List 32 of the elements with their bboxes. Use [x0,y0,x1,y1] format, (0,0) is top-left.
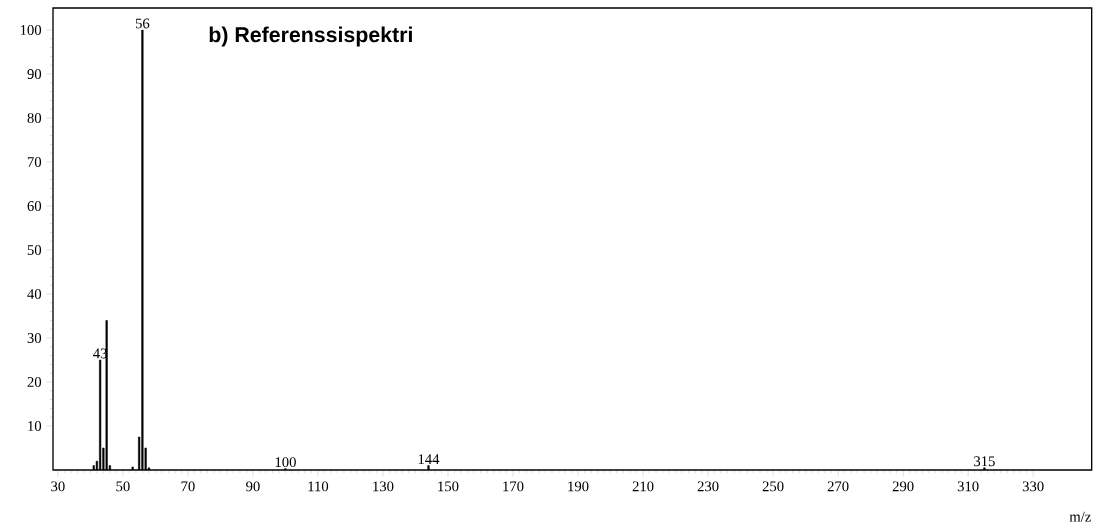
y-tick-label: 80 [27,113,42,123]
y-tick-label: 100 [20,25,42,35]
y-tick-label: 30 [27,333,42,343]
x-tick-label: 110 [308,481,329,492]
x-tick-label: 270 [827,481,849,492]
x-tick-label: 250 [762,481,784,492]
annotation: 100 [275,457,296,468]
y-tick-label: 50 [27,245,42,255]
y-tick-label: 10 [28,421,42,431]
y-tick-label: 40 [27,289,42,299]
x-tick-label: 310 [957,481,979,492]
x-tick-label: 90 [246,481,260,492]
annotation: 56 [135,18,150,29]
x-tick-label: 50 [116,481,130,492]
text: b) Referenssispektri [209,26,412,47]
annotation: 144 [418,454,440,464]
x-tick-label: 290 [892,481,914,492]
x-tick-label: 170 [503,481,524,492]
y-tick-label: 90 [27,69,42,79]
x-tick-label: 70 [181,481,195,492]
x-tick-label: 130 [373,481,394,492]
x-tick-label: 230 [697,481,719,492]
x-tick-label: 190 [568,481,589,492]
y-tick-label: 60 [27,201,42,211]
x-tick-label: 210 [632,481,654,492]
y-tick-label: 20 [27,377,42,387]
annotation: 315 [974,456,995,467]
x-tick-label: 330 [1022,481,1044,492]
y-tick-label: 70 [27,157,42,167]
x-tick-label: 150 [438,481,459,492]
x-tick-label: 30 [51,481,65,492]
x-axis-title: m/z [1069,511,1091,522]
